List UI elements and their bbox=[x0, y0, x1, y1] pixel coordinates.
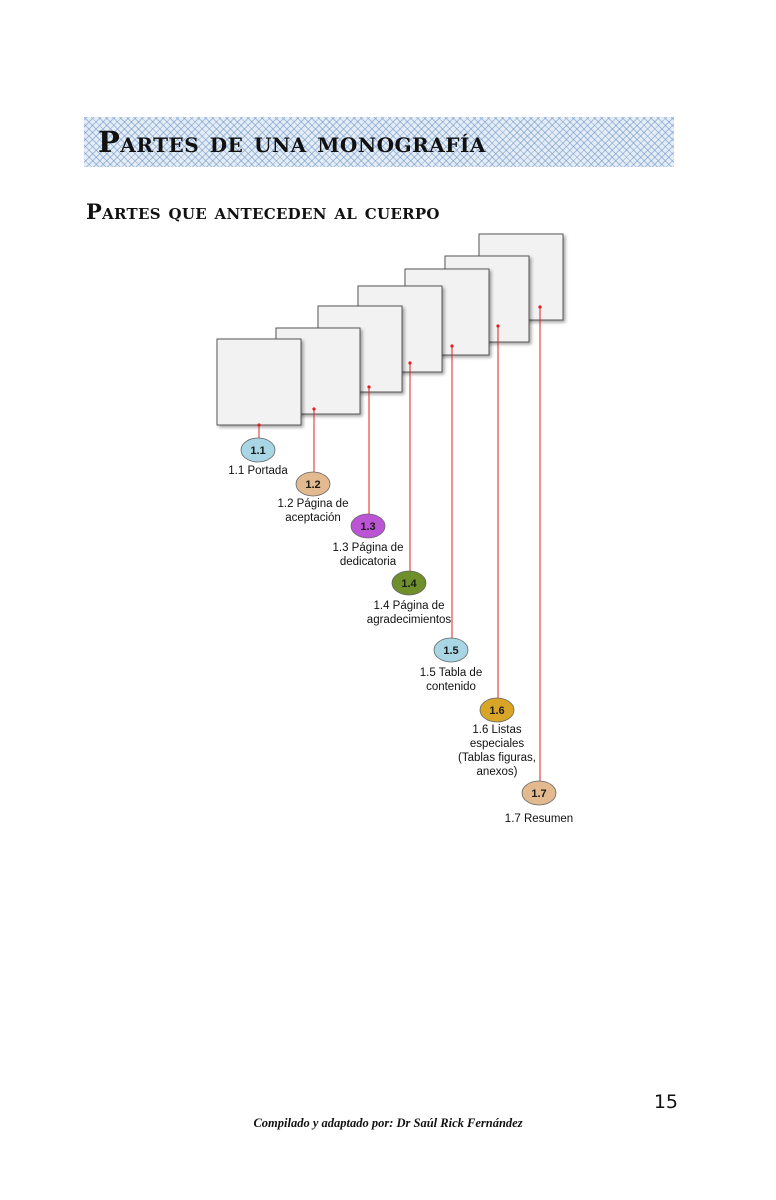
connector-dot-2 bbox=[312, 407, 316, 411]
connector-dot-1 bbox=[257, 423, 261, 427]
node-label-line: 1.6 Listas bbox=[472, 724, 522, 736]
page-sheet-1 bbox=[216, 338, 302, 426]
badge-number-6: 1.6 bbox=[489, 705, 504, 717]
node-label-1: 1.1 Portada bbox=[188, 464, 328, 478]
footer-credit: Compilado y adaptado por: Dr Saúl Rick F… bbox=[253, 1116, 523, 1130]
connector-dot-6 bbox=[496, 324, 500, 328]
badge-ellipse-6 bbox=[479, 697, 515, 723]
title-banner bbox=[84, 117, 674, 167]
node-label-line: 1.5 Tabla de bbox=[419, 667, 483, 679]
badge-ellipse-3 bbox=[350, 513, 386, 539]
badge-number-7: 1.7 bbox=[531, 788, 546, 800]
node-badge-2: 1.2 bbox=[295, 471, 331, 497]
badge-number-1: 1.1 bbox=[250, 445, 265, 457]
badge-ellipse-5 bbox=[433, 637, 469, 663]
connector-dot-4 bbox=[408, 361, 412, 365]
badge-ellipse-4 bbox=[391, 570, 427, 596]
node-label-line: 1.7 Resumen bbox=[504, 813, 574, 825]
node-label-line: 1.2 Página de bbox=[277, 498, 349, 510]
badge-ellipse-7 bbox=[521, 780, 557, 806]
node-label-line: anexos) bbox=[476, 766, 518, 778]
badge-ellipse-2 bbox=[295, 471, 331, 497]
section-subtitle: Partes que anteceden al cuerpo bbox=[86, 199, 440, 224]
node-badge-7: 1.7 bbox=[521, 780, 557, 806]
connector-dot-3 bbox=[367, 385, 371, 389]
node-label-line: 1.1 Portada bbox=[228, 465, 288, 477]
badge-number-5: 1.5 bbox=[443, 645, 458, 657]
badge-number-4: 1.4 bbox=[401, 578, 417, 590]
node-badge-5: 1.5 bbox=[433, 637, 469, 663]
node-label-7: 1.7 Resumen bbox=[469, 812, 609, 826]
node-label-3: 1.3 Página de dedicatoria bbox=[298, 541, 438, 569]
node-label-4: 1.4 Página de agradecimientos bbox=[339, 599, 479, 627]
page-number: 15 bbox=[653, 1091, 678, 1113]
page-title: Partes de una monografía bbox=[98, 125, 486, 159]
node-label-line: agradecimientos bbox=[366, 614, 452, 626]
badge-number-3: 1.3 bbox=[360, 521, 375, 533]
node-label-line: contenido bbox=[426, 681, 476, 693]
node-label-line: aceptación bbox=[285, 512, 341, 524]
node-badge-1: 1.1 bbox=[240, 437, 276, 463]
node-badge-3: 1.3 bbox=[350, 513, 386, 539]
node-label-2: 1.2 Página de aceptación bbox=[243, 497, 383, 525]
node-label-line: dedicatoria bbox=[339, 556, 397, 568]
node-label-line: 1.4 Página de bbox=[373, 600, 445, 612]
badge-ellipse-1 bbox=[240, 437, 276, 463]
badge-number-2: 1.2 bbox=[305, 479, 320, 491]
node-badge-6: 1.6 bbox=[479, 697, 515, 723]
connector-dot-7 bbox=[538, 305, 542, 309]
node-badge-4: 1.4 bbox=[391, 570, 427, 596]
node-label-5: 1.5 Tabla de contenido bbox=[381, 666, 521, 694]
node-label-line: 1.3 Página de bbox=[332, 542, 404, 554]
node-label-6: 1.6 Listas especiales (Tablas figuras, anex… bbox=[427, 723, 567, 779]
node-label-line: especiales bbox=[469, 738, 525, 750]
connector-dot-5 bbox=[450, 344, 454, 348]
node-label-line: (Tablas figuras, bbox=[458, 752, 536, 764]
